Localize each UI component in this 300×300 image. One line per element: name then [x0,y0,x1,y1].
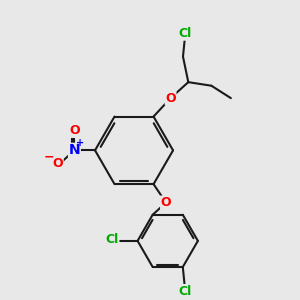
Text: Cl: Cl [105,232,119,246]
Text: O: O [69,124,80,137]
Text: −: − [44,150,54,163]
Text: N: N [69,143,80,157]
Text: +: + [76,138,84,148]
Text: O: O [160,196,171,209]
Text: Cl: Cl [178,285,191,298]
Text: O: O [52,157,63,170]
Text: O: O [165,92,176,105]
Text: Cl: Cl [178,27,191,40]
